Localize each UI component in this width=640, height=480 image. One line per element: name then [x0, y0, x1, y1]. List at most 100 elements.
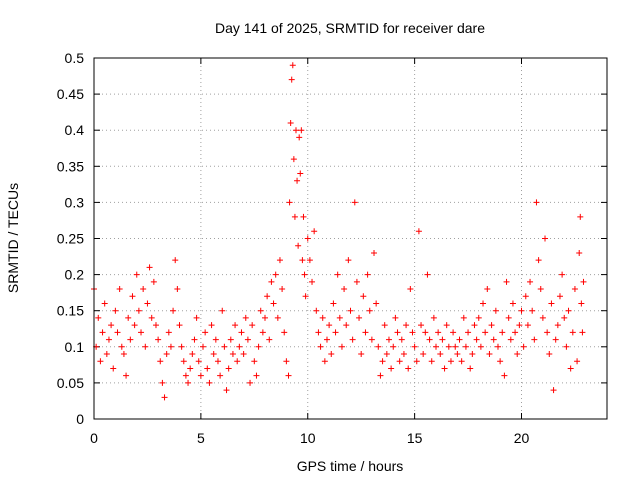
tick-labels: 0 5 10 15 20 0 0.05 0.1 0.15 0.2 0.25 0.3 0.35 0.4 0.4… — [57, 50, 530, 446]
data-point — [150, 278, 157, 285]
plot-frame — [93, 57, 608, 420]
data-point — [105, 336, 112, 343]
data-point — [249, 322, 256, 329]
data-point — [411, 343, 418, 350]
data-point — [392, 314, 399, 321]
data-point — [527, 278, 534, 285]
data-point — [112, 307, 119, 314]
data-point — [368, 336, 375, 343]
data-point — [300, 213, 307, 220]
data-point — [214, 358, 221, 365]
data-point — [232, 322, 239, 329]
data-point — [225, 365, 232, 372]
data-point — [304, 235, 311, 242]
data-point — [221, 343, 228, 350]
data-point — [360, 293, 367, 300]
data-point — [276, 257, 283, 264]
data-point — [458, 358, 465, 365]
data-point — [424, 271, 431, 278]
data-point — [291, 213, 298, 220]
data-point — [180, 358, 187, 365]
data-point — [279, 286, 286, 293]
data-point — [420, 351, 427, 358]
data-point — [445, 343, 452, 350]
data-point — [501, 372, 508, 379]
data-point — [264, 293, 271, 300]
chart-title: Day 141 of 2025, SRMTID for receiver dar… — [215, 20, 485, 36]
data-point — [247, 379, 254, 386]
data-point — [286, 199, 293, 206]
x-axis-label: GPS time / hours — [297, 458, 404, 474]
data-point — [505, 314, 512, 321]
data-point — [559, 271, 566, 278]
data-point — [531, 336, 538, 343]
data-point — [176, 322, 183, 329]
data-point — [577, 213, 584, 220]
data-point — [289, 62, 296, 69]
data-point — [358, 351, 365, 358]
data-point — [295, 242, 302, 249]
data-point — [195, 358, 202, 365]
data-point — [187, 365, 194, 372]
data-point — [334, 271, 341, 278]
grid — [94, 58, 607, 419]
data-point — [396, 358, 403, 365]
data-point — [341, 286, 348, 293]
data-point — [430, 314, 437, 321]
data-point — [125, 314, 132, 321]
data-point — [301, 271, 308, 278]
data-point — [405, 365, 412, 372]
data-point — [236, 343, 243, 350]
data-point — [259, 329, 266, 336]
data-point — [477, 343, 484, 350]
data-point — [219, 307, 226, 314]
data-point — [492, 307, 499, 314]
data-point — [542, 235, 549, 242]
data-point — [178, 343, 185, 350]
data-point — [332, 329, 339, 336]
data-point — [140, 286, 147, 293]
data-point — [268, 278, 275, 285]
data-point — [345, 257, 352, 264]
data-point — [383, 351, 390, 358]
data-point — [321, 358, 328, 365]
data-point — [452, 343, 459, 350]
data-point — [447, 358, 454, 365]
data-point — [229, 351, 236, 358]
data-point — [270, 300, 277, 307]
data-point — [574, 358, 581, 365]
data-point — [251, 358, 258, 365]
data-point — [114, 329, 121, 336]
data-point — [398, 336, 405, 343]
data-point — [172, 257, 179, 264]
x-tick-label: 5 — [197, 430, 205, 446]
data-points — [91, 62, 587, 401]
data-point — [338, 343, 345, 350]
data-point — [242, 314, 249, 321]
data-point — [373, 300, 380, 307]
data-point — [272, 271, 279, 278]
data-point — [148, 314, 155, 321]
data-point — [565, 307, 572, 314]
data-point — [299, 257, 306, 264]
y-tick-label: 0.25 — [57, 231, 84, 247]
y-tick-label: 0 — [76, 411, 84, 427]
data-point — [494, 343, 501, 350]
data-point — [165, 329, 172, 336]
y-axis-label: SRMTID / TECUs — [5, 183, 21, 293]
data-point — [95, 314, 102, 321]
data-point — [503, 278, 510, 285]
data-point — [507, 336, 514, 343]
data-point — [155, 336, 162, 343]
data-point — [197, 372, 204, 379]
data-point — [244, 336, 251, 343]
data-point — [208, 322, 215, 329]
data-point — [437, 351, 444, 358]
data-point — [556, 293, 563, 300]
data-point — [185, 379, 192, 386]
data-point — [535, 257, 542, 264]
data-point — [516, 322, 523, 329]
data-point — [108, 322, 115, 329]
data-point — [439, 336, 446, 343]
data-point — [569, 329, 576, 336]
